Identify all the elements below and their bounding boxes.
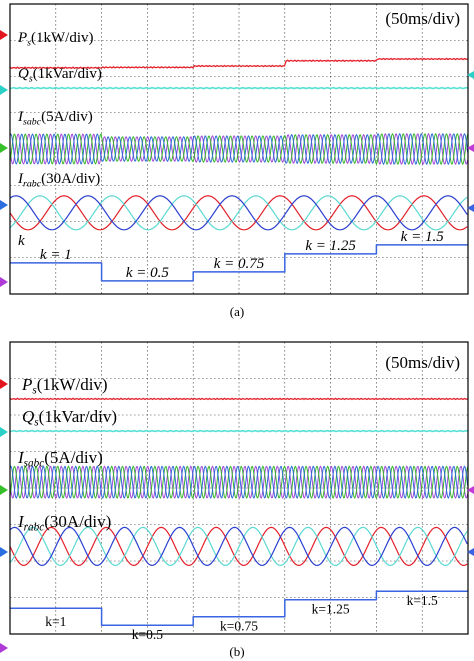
channel-marker xyxy=(0,85,8,95)
channel-marker xyxy=(0,143,8,153)
timebase-label: (50ms/div) xyxy=(385,9,460,28)
k-step-label: k=0.75 xyxy=(220,619,258,634)
qs-label: Qs(1kVar/div) xyxy=(18,66,102,84)
k-step-label: k = 0.5 xyxy=(126,265,170,281)
k-step-label: k=1.25 xyxy=(312,602,350,617)
panel-caption: (a) xyxy=(230,304,244,319)
panel-caption: (b) xyxy=(229,644,244,659)
k-trace xyxy=(10,590,468,626)
is-trace-phase-b xyxy=(9,133,469,165)
k-trace xyxy=(10,244,468,282)
ir-trace-phase-b xyxy=(9,195,468,231)
is-trace-phase-b xyxy=(9,465,469,499)
plot-frame xyxy=(9,341,469,635)
ir-label: Irabc(30A/div) xyxy=(17,512,111,534)
plot-frame xyxy=(9,3,469,295)
ps-trace xyxy=(9,57,468,70)
channel-marker xyxy=(0,200,8,210)
is-trace-phase-c xyxy=(9,133,469,165)
level-marker xyxy=(467,204,474,212)
ir-trace-phase-a xyxy=(9,195,468,231)
ps-label: Ps(1kW/div) xyxy=(17,30,94,48)
channel-marker xyxy=(0,547,8,557)
channel-marker xyxy=(0,379,8,389)
ir-trace-phase-a xyxy=(9,526,468,567)
channel-marker xyxy=(0,427,8,437)
k-step-label: k = 1.25 xyxy=(305,238,356,254)
is-label: Isabc(5A/div) xyxy=(17,448,103,470)
k-label: k xyxy=(18,233,25,249)
panel-a: k = 1 k = 0.5 k = 0.75 k = 1.25 k = 1.5 Ps(1k… xyxy=(9,3,469,295)
ir-trace-phase-c xyxy=(9,195,468,231)
ps-trace xyxy=(9,397,468,401)
panel-b: k=1 k=0.5 k=0.75 k=1.25 k=1.5 Ps(1kW/div) Qs(1… xyxy=(9,341,469,642)
ir-label: Irabc(30A/div) xyxy=(17,171,100,189)
level-marker xyxy=(467,144,474,152)
k-step-label: k = 1 xyxy=(40,247,72,263)
k-step-label: k=1 xyxy=(45,614,66,629)
k-step-label: k=0.5 xyxy=(132,627,163,642)
k-step-label: k=1.5 xyxy=(407,593,438,608)
channel-marker xyxy=(0,30,8,40)
is-label: Isabc(5A/div) xyxy=(17,109,93,127)
ps-label: Ps(1kW/div) xyxy=(21,375,108,397)
level-marker xyxy=(467,548,474,556)
ir-trace-phase-b xyxy=(9,526,468,567)
qs-trace xyxy=(9,86,469,90)
channel-marker xyxy=(0,277,8,287)
k-step-label: k = 1.5 xyxy=(401,229,445,245)
k-step-label: k = 0.75 xyxy=(214,256,265,272)
timebase-label: (50ms/div) xyxy=(385,353,460,372)
is-trace-phase-c xyxy=(9,465,469,499)
level-marker xyxy=(467,71,474,79)
qs-trace xyxy=(9,429,469,433)
channel-marker xyxy=(0,643,8,653)
ir-trace-phase-c xyxy=(9,526,468,567)
channel-marker xyxy=(0,485,8,495)
qs-label: Qs(1kVar/div) xyxy=(22,407,117,429)
level-marker xyxy=(467,486,474,494)
